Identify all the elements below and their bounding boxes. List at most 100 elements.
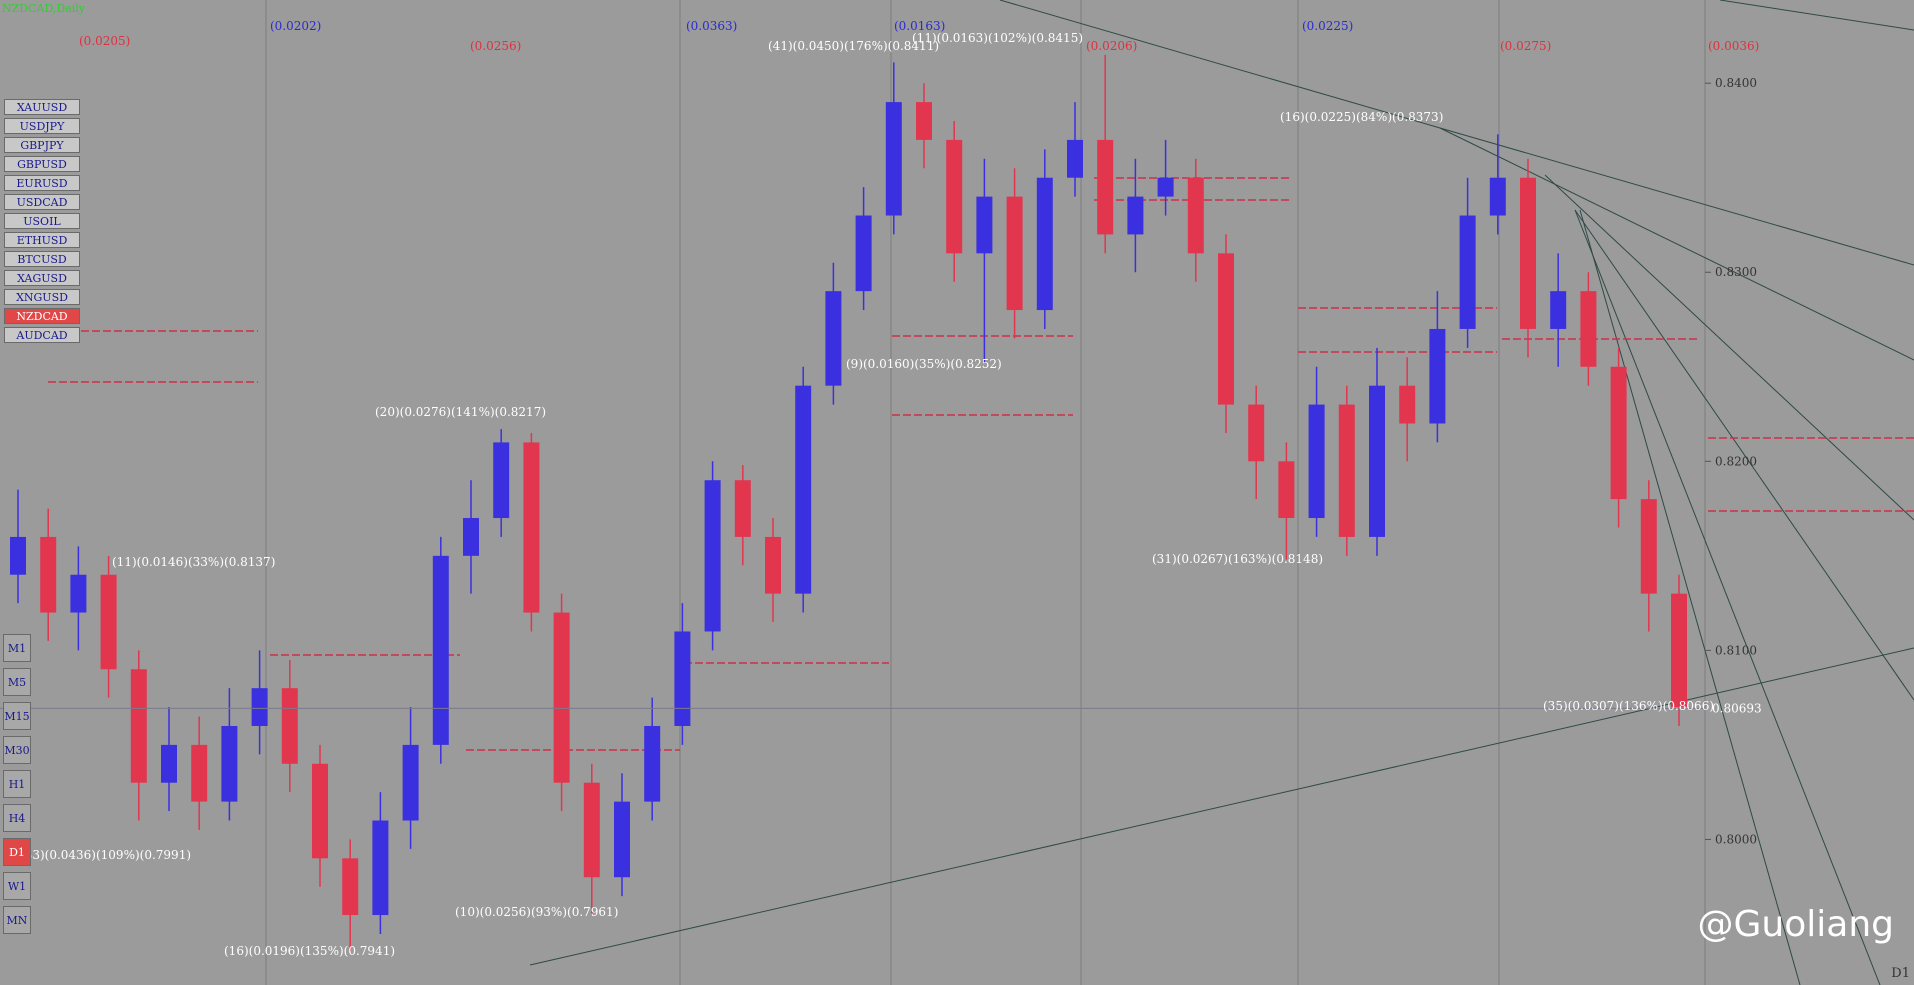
candle-body [674,631,691,726]
timeframe-button[interactable]: M5 [3,668,31,696]
trend-line [1719,0,1914,31]
trend-line [1574,209,1914,701]
timeframe-button[interactable]: H4 [3,804,31,832]
symbol-button[interactable]: BTCUSD [4,251,80,267]
level-lines [48,177,1914,751]
symbol-button[interactable]: GBPJPY [4,137,80,153]
swing-label: (11)(0.0163)(102%)(0.8415) [912,31,1083,45]
candle-body [191,744,208,802]
candle-body [916,102,932,140]
trend-line [1439,127,1914,266]
symbol-button[interactable]: XAUUSD [4,99,80,115]
symbol-button[interactable]: ETHUSD [4,232,80,248]
candle-body [1308,404,1325,519]
candle-body [372,820,389,916]
symbol-button[interactable]: USDCAD [4,194,80,210]
swing-label: (31)(0.0267)(163%)(0.8148) [1152,552,1323,566]
range-label: (0.0036) [1708,39,1759,53]
candle-body [1671,593,1687,708]
swing-label: (16)(0.0196)(135%)(0.7941) [224,944,395,958]
candle-body [1127,196,1144,235]
y-tick-label: 0.8000 [1715,832,1757,846]
timeframe-button[interactable]: H1 [3,770,31,798]
candle-body [1399,385,1416,424]
candle-body [1640,499,1657,594]
candle-body [1036,177,1053,311]
candle-body [1097,139,1114,235]
symbol-button[interactable]: AUDCAD [4,327,80,343]
last-price-label: 0.80693 [1712,701,1762,715]
candle-body [885,102,902,216]
period-label: D1 [1891,966,1910,981]
swing-label: (35)(0.0307)(136%)(0.8066) [1543,699,1714,713]
candle-body [1006,196,1023,311]
candle-body [432,555,449,745]
candle-body [1369,385,1385,537]
candle-body [493,442,510,519]
candle-body [1459,215,1476,329]
timeframe-button[interactable]: M30 [3,736,31,764]
separators [265,0,1706,985]
candle-body [1187,177,1204,254]
symbol-button[interactable]: NZDCAD [4,308,80,324]
range-label: (0.0363) [686,19,737,33]
candle-body [1429,328,1446,424]
chart-title: NZDCAD,Daily [2,2,85,15]
candle-body [1338,404,1355,537]
candle-body [281,688,298,764]
trend-line [1574,209,1881,985]
range-label: (0.0256) [470,39,521,53]
range-label: (0.0225) [1302,19,1353,33]
candle-body [583,782,600,878]
candle-body [342,858,359,916]
candle-body [644,725,661,802]
candle-body [976,196,993,254]
symbol-button[interactable]: USOIL [4,213,80,229]
candle-body [1067,139,1083,178]
timeframe-button[interactable]: MN [3,906,31,934]
y-tick-label: 0.8200 [1715,454,1757,468]
trend-line [1579,209,1801,985]
candle-body [1520,177,1536,329]
candle-body [1157,177,1174,197]
trend-line [1544,174,1914,521]
swing-label: (11)(0.0146)(33%)(0.8137) [112,555,275,569]
candle-body [825,291,842,386]
trend-line [1439,127,1914,361]
candle-body [1278,461,1295,519]
timeframe-button[interactable]: M15 [3,702,31,730]
symbol-button[interactable]: GBPUSD [4,156,80,172]
symbol-button[interactable]: XAGUSD [4,270,80,286]
candle-body [704,480,721,632]
candle-body [130,669,147,783]
timeframe-button[interactable]: W1 [3,872,31,900]
swing-label: (33)(0.0436)(109%)(0.7991) [20,848,191,862]
swing-label: (10)(0.0256)(93%)(0.7961) [455,905,618,919]
swing-label: (20)(0.0276)(141%)(0.8217) [375,405,546,419]
candle-body [463,518,479,556]
timeframe-button[interactable]: D1 [3,838,31,866]
range-label: (0.0275) [1500,39,1551,53]
symbol-button[interactable]: EURUSD [4,175,80,191]
range-label: (0.0206) [1086,39,1137,53]
candle-body [100,574,117,670]
trend-line [999,0,1441,129]
symbol-button[interactable]: USDJPY [4,118,80,134]
swing-label: (16)(0.0225)(84%)(0.8373) [1280,110,1443,124]
candle-body [251,688,268,726]
timeframe-button[interactable]: M1 [3,634,31,662]
candle-body [734,480,751,537]
candle-body [70,574,87,613]
candle-body [1550,291,1567,329]
candle-body [312,763,328,859]
candle-body [161,744,177,783]
y-tick-label: 0.8400 [1715,76,1757,90]
y-tick-label: 0.8100 [1715,643,1757,657]
candle-body [1610,366,1627,500]
symbol-button[interactable]: XNGUSD [4,289,80,305]
y-tick-label: 0.8300 [1715,265,1757,279]
candle-body [795,385,812,594]
candle-body [1580,291,1597,367]
candle-body [40,536,57,613]
